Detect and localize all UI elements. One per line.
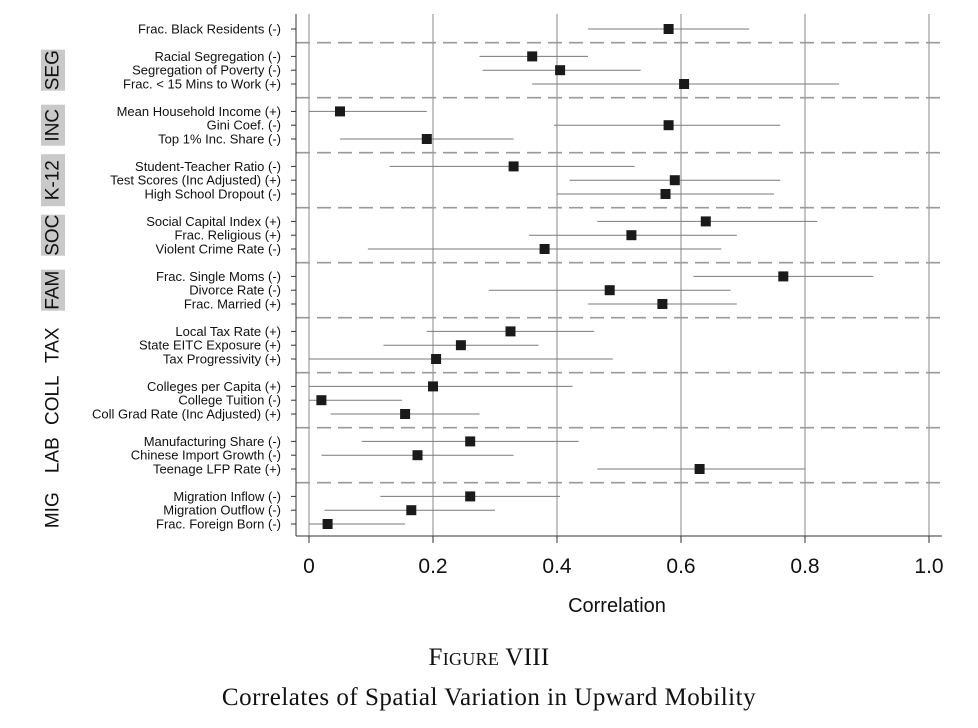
point-marker (421, 134, 432, 144)
point-marker (508, 161, 519, 172)
x-tick-label: 0.6 (666, 555, 695, 578)
point-marker (406, 505, 417, 516)
group-label: MIG (43, 492, 64, 528)
point-marker (679, 79, 690, 89)
row-labels-layer: Frac. Black Residents (-) Racial Segregat… (92, 22, 281, 532)
row-label: Top 1% Inc. Share (-) (158, 132, 281, 147)
group-label: SOC (43, 215, 64, 256)
point-marker (335, 106, 345, 117)
row-label: Teenage LFP Rate (+) (153, 462, 281, 477)
point-marker (555, 65, 566, 76)
point-marker (400, 409, 411, 419)
row-label: Frac. < 15 Mins to Work (+) (123, 77, 281, 92)
point-marker (431, 354, 442, 364)
group-label-bg (41, 154, 65, 207)
point-marker (316, 395, 327, 406)
x-tick-label: 0.2 (418, 555, 447, 578)
point-marker (657, 299, 668, 309)
row-label: Coll Grad Rate (Inc Adjusted) (+) (92, 407, 281, 422)
group-label-bg (41, 214, 65, 256)
x-tick-label: 1.0 (914, 555, 943, 578)
x-tick-label: 0 (303, 555, 315, 578)
grid-layer (308, 14, 930, 536)
row-label: College Tuition (-) (178, 393, 281, 408)
point-marker (322, 519, 333, 529)
point-marker (669, 175, 680, 186)
row-label: Colleges per Capita (+) (147, 379, 281, 394)
point-marker (626, 230, 637, 241)
row-label: Racial Segregation (-) (155, 49, 281, 64)
row-label: High School Dropout (-) (144, 187, 281, 202)
figure-label: Figure VIII (428, 644, 550, 671)
point-marker (694, 464, 705, 474)
figure-title: Correlates of Spatial Variation in Upwar… (221, 684, 757, 711)
marks-layer (309, 24, 874, 529)
x-axis-title: Correlation (568, 595, 666, 617)
row-label: Tax Progressivity (+) (163, 352, 281, 367)
point-marker (663, 120, 674, 131)
group-label: SEG (43, 50, 64, 90)
group-label-bg (41, 104, 65, 146)
row-label: Segregation of Poverty (-) (132, 63, 281, 78)
point-marker (663, 24, 674, 34)
row-label: Violent Crime Rate (-) (156, 242, 281, 257)
row-label: Frac. Married (+) (184, 297, 281, 312)
group-label: FAM (43, 271, 64, 310)
point-marker (428, 381, 438, 392)
row-label: Frac. Black Residents (-) (138, 22, 281, 37)
group-label: COLL (43, 375, 64, 425)
row-label: State EITC Exposure (+) (139, 338, 281, 353)
row-label: Local Tax Rate (+) (175, 324, 281, 339)
point-marker (465, 436, 476, 447)
group-label-bg (41, 269, 65, 311)
row-label: Manufacturing Share (-) (144, 434, 281, 449)
group-label-bg (41, 49, 65, 91)
row-label: Migration Outflow (-) (163, 503, 281, 518)
row-label: Student-Teacher Ratio (-) (135, 159, 281, 174)
row-label: Social Capital Index (+) (146, 214, 281, 229)
row-label: Test Scores (Inc Adjusted) (+) (110, 173, 281, 188)
x-axis: 0 0.2 0.4 0.6 0.8 1.0 (291, 14, 944, 578)
point-marker (465, 491, 476, 502)
point-marker (505, 326, 516, 337)
row-label: Mean Household Income (+) (117, 104, 281, 119)
separator-layer (296, 41, 942, 484)
point-marker (604, 285, 615, 296)
group-labels-layer: SEG INC K-12 SOC FAM TAX COLL LAB MIG (41, 49, 65, 528)
point-marker (539, 244, 550, 254)
row-label: Divorce Rate (-) (189, 283, 281, 298)
row-label: Migration Inflow (-) (173, 489, 281, 504)
group-label: INC (43, 109, 64, 142)
coefficient-plot: Frac. Black Residents (-) Racial Segregat… (41, 14, 944, 617)
row-label: Frac. Religious (+) (174, 228, 281, 243)
point-marker (660, 189, 671, 199)
group-label: LAB (43, 437, 64, 473)
x-tick-label: 0.4 (542, 555, 572, 578)
row-label: Chinese Import Growth (-) (131, 448, 281, 463)
row-label: Frac. Single Moms (-) (156, 269, 281, 284)
point-marker (700, 216, 711, 227)
group-label: TAX (43, 327, 64, 363)
x-tick-label: 0.8 (790, 555, 819, 578)
point-marker (778, 271, 789, 282)
group-label: K-12 (43, 160, 64, 200)
point-marker (412, 450, 423, 461)
point-marker (455, 340, 466, 351)
row-label: Gini Coef. (-) (207, 118, 281, 133)
point-marker (527, 51, 538, 62)
row-label: Frac. Foreign Born (-) (156, 517, 281, 532)
